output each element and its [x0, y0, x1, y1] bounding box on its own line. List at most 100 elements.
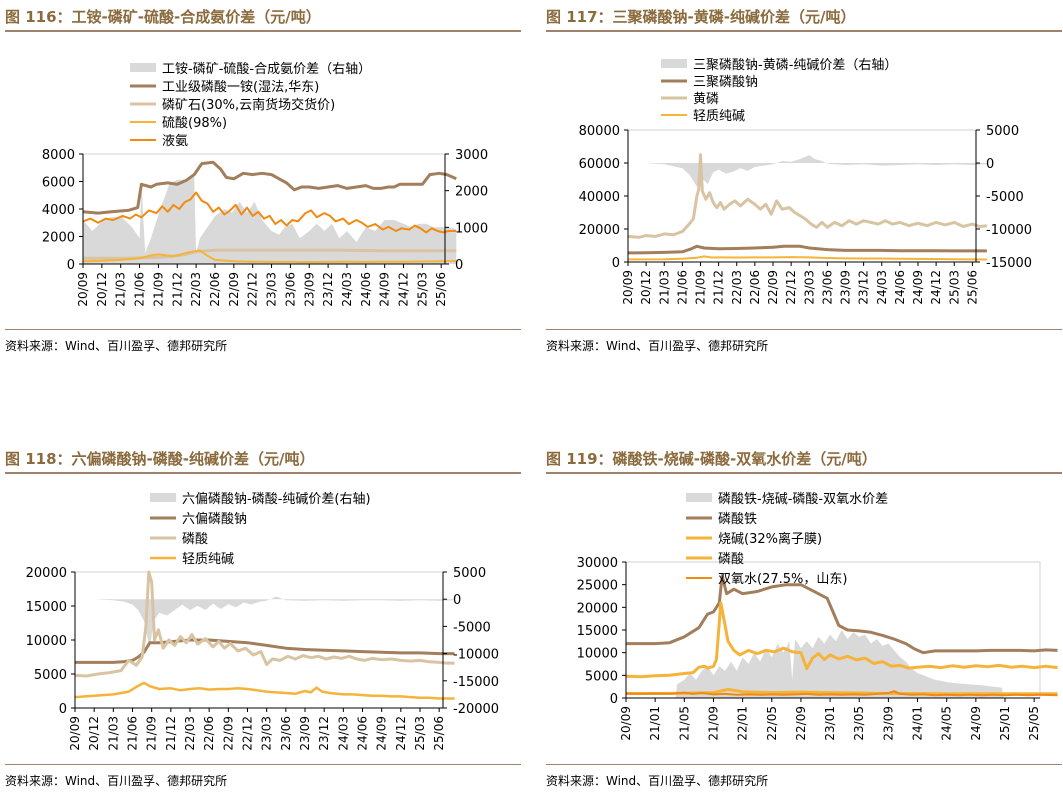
x-tick-label: 22/12 [246, 272, 260, 307]
series-line [74, 570, 455, 678]
y-tick-label: 6000 [42, 176, 75, 191]
y-tick-label: 15000 [26, 600, 67, 615]
x-tick-label: 21/06 [126, 716, 140, 751]
chart-svg: 0 5000 10000 15000 20000 25000 30000 20/09 21/01… [577, 492, 1058, 741]
y-right-tick-label: -5000 [453, 620, 491, 635]
y-tick-label: 5000 [585, 669, 618, 684]
x-tick-label: 21/05 [677, 706, 691, 741]
series-line [627, 153, 988, 239]
x-tick-label: 23/09 [839, 270, 853, 305]
legend-item: 工业级磷酸一铵(湿法,华东) [130, 80, 319, 95]
legend-item: 液氨 [130, 134, 188, 149]
y-tick-label: 8000 [42, 148, 75, 163]
chart-title: 图 119：磷酸铁-烧碱-磷酸-双氧水价差（元/吨） [546, 450, 877, 468]
source-rule [546, 764, 1062, 765]
x-tick-label: 24/09 [969, 706, 983, 741]
panel-117: 图 117：三聚磷酸钠-黄磷-纯碱价差（元/吨） 0 20000 40000 6000… [546, 4, 1062, 353]
source-note: 资料来源：Wind、百川盈孚、德邦研究所 [546, 329, 1062, 354]
legend-item: 三聚磷酸钠 [661, 75, 758, 90]
x-tick-label: 24/12 [397, 272, 411, 307]
legend-label: 三聚磷酸钠 [693, 75, 758, 90]
x-tick-label: 20/09 [619, 706, 633, 741]
x-tick-label: 22/06 [208, 272, 222, 307]
chart-svg: 0 20000 40000 60000 80000 -15000 -10000 -5000 0 5… [579, 58, 1032, 305]
x-tick-label: 22/03 [730, 270, 744, 305]
series-line [83, 248, 457, 260]
x-tick-label: 23/12 [321, 272, 335, 307]
x-tick-label: 20/12 [87, 716, 101, 751]
plot-frame [627, 129, 977, 263]
y-tick-label: 2000 [42, 231, 75, 246]
x-tick-label: 21/12 [164, 716, 178, 751]
x-tick-label: 21/09 [151, 272, 165, 307]
x-tick-label: 22/06 [202, 716, 216, 751]
x-tick-label: 24/09 [375, 716, 389, 751]
y-tick-label: 0 [67, 258, 75, 273]
y-tick-label: 0 [612, 256, 620, 271]
title-rule [546, 472, 1062, 474]
y-tick-label: 4000 [42, 203, 75, 218]
legend-label: 六偏磷酸钠 [182, 512, 247, 527]
y-right-tick-label: 2000 [455, 185, 488, 200]
legend-label: 工铵-磷矿-硫酸-合成氨价差（右轴） [162, 62, 371, 77]
x-tick-label: 25/03 [947, 270, 961, 305]
legend-item: 双氧水(27.5%，山东) [686, 572, 847, 587]
legend-item: 磷酸铁 [686, 512, 757, 527]
x-tick-label: 21/12 [712, 270, 726, 305]
series-band [75, 596, 455, 649]
panel-119: 图 119：磷酸铁-烧碱-磷酸-双氧水价差（元/吨） 0 5000 10000 150… [546, 446, 1062, 796]
source-text: 资料来源：Wind、百川盈孚、德邦研究所 [546, 339, 769, 353]
x-tick-label: 21/09 [145, 716, 159, 751]
series-line [82, 191, 457, 234]
legend-label: 双氧水(27.5%，山东) [718, 572, 847, 587]
y-tick-label: 20000 [577, 601, 618, 616]
y-right-tick-label: -15000 [453, 675, 499, 690]
legend-item: 三聚磷酸钠-黄磷-纯碱价差（右轴） [661, 58, 897, 73]
x-tick-label: 20/12 [95, 272, 109, 307]
legend-item: 六偏磷酸钠-磷酸-纯碱价差(右轴) [150, 492, 371, 507]
y-tick-label: 60000 [579, 157, 620, 172]
x-tick-label: 21/03 [106, 716, 120, 751]
legend-item: 磷酸 [686, 552, 744, 567]
y-right-tick-label: 0 [453, 593, 461, 608]
x-tick-label: 23/06 [279, 716, 293, 751]
y-right-tick-label: -10000 [986, 223, 1032, 238]
y-right-tick-label: 1000 [455, 221, 488, 236]
x-tick-label: 25/06 [965, 270, 979, 305]
x-tick-label: 25/06 [432, 716, 446, 751]
y-tick-label: 10000 [26, 634, 67, 649]
series-area [83, 176, 457, 264]
legend-swatch [150, 493, 176, 502]
x-tick-label: 22/09 [227, 272, 241, 307]
source-note: 资料来源：Wind、百川盈孚、德邦研究所 [546, 764, 1062, 789]
chart-svg: 0 5000 10000 15000 20000 -20000 -15000 -10000 -5… [26, 492, 499, 751]
legend-label: 轻质纯碱 [693, 109, 745, 124]
plot-frame [74, 571, 444, 709]
x-tick-label: 24/03 [340, 272, 354, 307]
legend-label: 磷酸铁-烧碱-磷酸-双氧水价差 [718, 492, 888, 507]
x-tick-label: 23/03 [265, 272, 279, 307]
series-line [74, 681, 455, 700]
legend-item: 轻质纯碱 [150, 552, 234, 567]
legend-label: 磷酸 [718, 552, 744, 567]
x-tick-label: 22/09 [766, 270, 780, 305]
source-note: 资料来源：Wind、百川盈孚、德邦研究所 [5, 329, 521, 354]
x-tick-label: 21/03 [114, 272, 128, 307]
y-tick-label: 80000 [579, 124, 620, 139]
x-tick-label: 23/06 [283, 272, 297, 307]
y-tick-label: 0 [59, 702, 67, 717]
series-line [82, 160, 457, 215]
x-tick-label: 21/06 [675, 270, 689, 305]
legend-item: 磷酸 [150, 532, 208, 547]
x-tick-label: 21/09 [694, 270, 708, 305]
title-rule [5, 472, 521, 474]
y-tick-label: 20000 [26, 566, 67, 581]
y-tick-label: 0 [610, 692, 618, 707]
chart-118: 0 5000 10000 15000 20000 -20000 -15000 -10000 -5… [5, 476, 521, 768]
x-tick-label: 24/12 [394, 716, 408, 751]
x-tick-label: 23/06 [820, 270, 834, 305]
legend-item: 工铵-磷矿-硫酸-合成氨价差（右轴） [130, 62, 371, 77]
legend-label: 磷酸铁 [718, 512, 757, 527]
title-rule [546, 30, 1062, 32]
x-tick-label: 24/06 [893, 270, 907, 305]
